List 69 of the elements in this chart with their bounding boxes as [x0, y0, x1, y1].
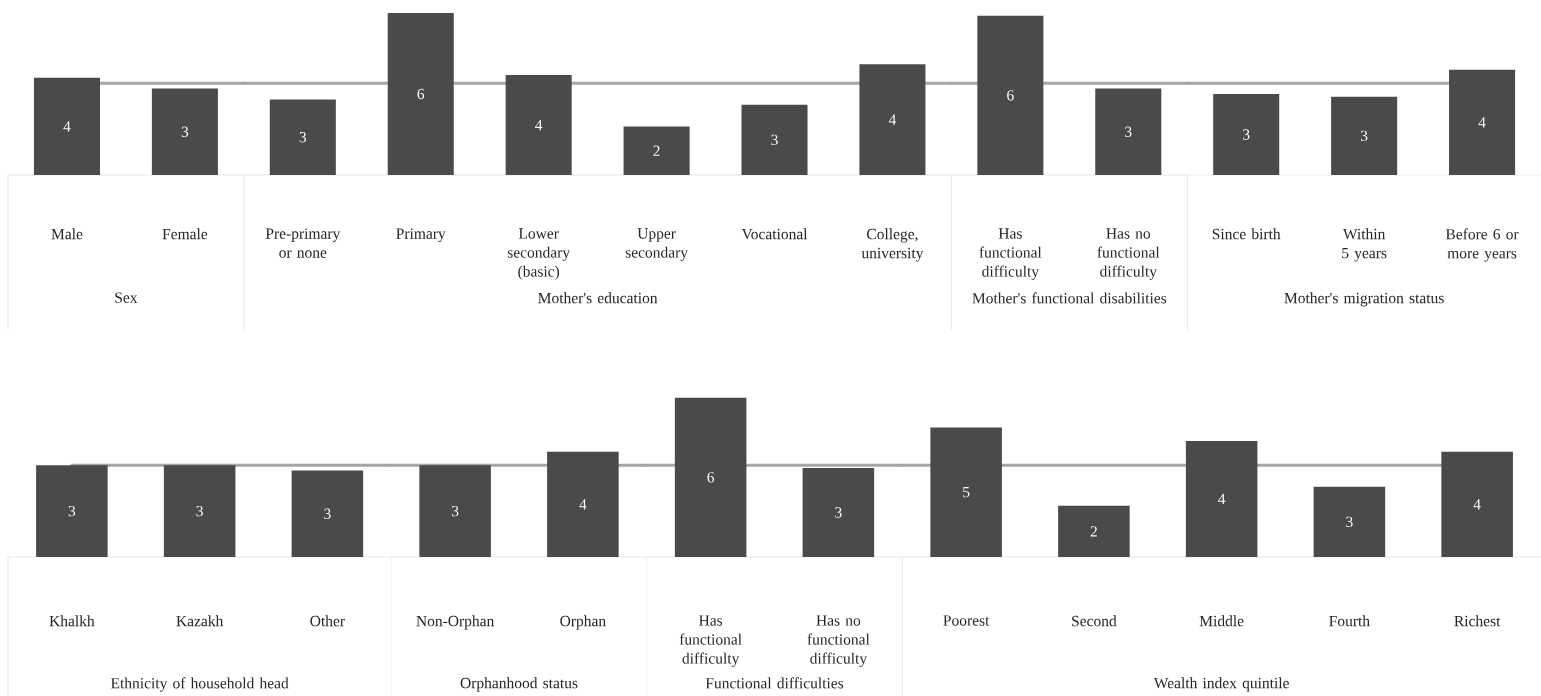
data-label: 6	[707, 472, 715, 483]
data-label: 3	[324, 508, 331, 520]
x-tick-label: Kazakh	[176, 615, 224, 627]
x-tick-label: Upper secondary	[625, 228, 688, 261]
x-tick-label: Poorest	[943, 615, 990, 626]
data-label: 4	[1478, 117, 1486, 128]
x-tick-label: Pre-primary or none	[265, 228, 341, 258]
data-label: 3	[1346, 516, 1353, 528]
x-axis-title: Wealth index quintile	[1153, 677, 1289, 692]
bar	[1185, 440, 1258, 558]
data-label: 3	[835, 507, 842, 518]
data-label: 2	[653, 145, 660, 156]
data-label: 3	[68, 505, 76, 517]
data-label: 2	[1090, 526, 1097, 537]
data-label: 4	[1473, 499, 1481, 510]
x-tick-label: Has functional difficulty	[979, 228, 1042, 280]
x-tick-label: Non-Orphan	[416, 615, 495, 630]
x-tick-label: Has no functional difficulty	[1097, 228, 1160, 280]
x-tick-label: Khalkh	[49, 615, 95, 627]
x-tick-label: Male	[51, 228, 83, 240]
x-axis-title: Mother's migration status	[1284, 292, 1444, 307]
bar	[623, 126, 690, 176]
x-tick-label: Female	[162, 228, 208, 240]
bar	[505, 75, 572, 176]
x-tick-label: Fourth	[1329, 615, 1370, 627]
x-axis-title: Functional difficulties	[705, 677, 844, 689]
bar	[1058, 505, 1130, 558]
bar	[387, 13, 454, 176]
x-tick-label: Vocational	[741, 228, 808, 240]
data-label: 4	[1218, 493, 1226, 505]
x-tick-label: Since birth	[1212, 228, 1281, 240]
bar	[1313, 486, 1386, 558]
data-label: 3	[771, 134, 778, 146]
data-label: 6	[417, 88, 425, 100]
data-label: 6	[1007, 90, 1014, 101]
x-axis-title: Mother's education	[538, 292, 658, 304]
x-tick-label: Lower secondary (basic)	[507, 228, 571, 280]
x-tick-label: Other	[310, 615, 345, 627]
x-tick-label: Has functional difficulty	[679, 615, 742, 667]
x-tick-label: Before 6 or more years	[1445, 228, 1519, 262]
x-axis-title: Ethnicity of household head	[110, 677, 289, 692]
data-label: 4	[535, 119, 543, 131]
x-tick-label: Richest	[1454, 615, 1501, 627]
data-label: 3	[1243, 129, 1250, 140]
data-label: 3	[451, 505, 459, 517]
bar	[859, 64, 926, 176]
data-label: 3	[1125, 126, 1132, 138]
data-label: 4	[888, 114, 897, 125]
data-label: 4	[579, 499, 587, 510]
bar	[269, 99, 336, 176]
x-tick-label: College, university	[861, 228, 924, 262]
x-tick-label: Second	[1072, 615, 1117, 627]
bar	[930, 427, 1002, 558]
bar	[741, 104, 808, 176]
x-tick-label: Has no functional difficulty	[807, 615, 870, 667]
data-label: 5	[963, 487, 970, 498]
bar	[1441, 451, 1513, 558]
x-tick-label: Primary	[396, 228, 446, 242]
x-tick-label: Middle	[1199, 615, 1244, 627]
data-label: 3	[299, 132, 307, 143]
x-tick-label: Orphan	[560, 615, 606, 630]
data-label: 3	[196, 505, 203, 517]
data-label: 3	[181, 126, 189, 138]
x-axis-title: Orphanhood status	[460, 677, 578, 692]
x-tick-label: Within 5 years	[1342, 228, 1387, 262]
data-label: 3	[1360, 130, 1368, 142]
data-label: 4	[63, 121, 71, 132]
x-axis-title: Sex	[115, 292, 138, 303]
x-axis-title: Mother's functional disabilities	[972, 292, 1167, 304]
